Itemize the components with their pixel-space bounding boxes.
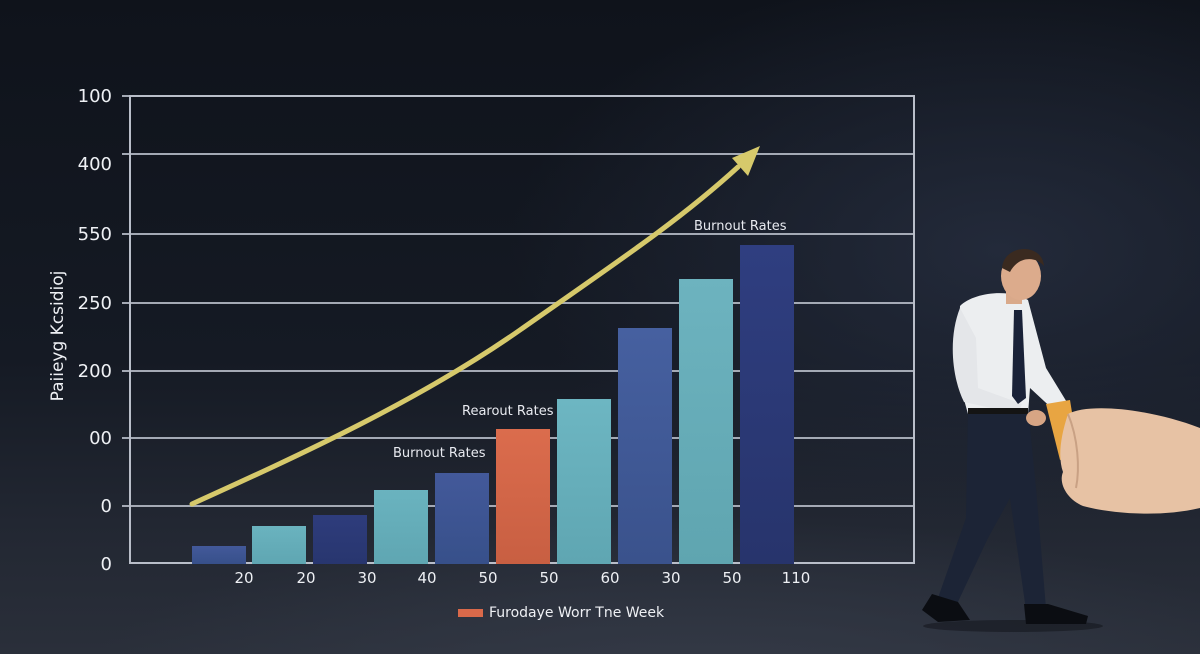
x-tick: 40 — [417, 569, 437, 587]
y-tick: 100 — [77, 86, 112, 107]
gridline — [122, 370, 915, 372]
x-tick: 30 — [357, 569, 377, 587]
gridline — [122, 302, 915, 304]
bar — [313, 515, 367, 564]
legend-swatch — [458, 609, 483, 617]
bar — [252, 526, 306, 564]
x-tick: 50 — [539, 569, 559, 587]
bar — [374, 490, 428, 564]
businessman-illustration — [922, 248, 1200, 632]
y-tick: 0 — [100, 554, 112, 575]
annotation-burnout-rates: Burnout Rates — [393, 446, 486, 461]
bar — [740, 245, 794, 564]
legend: Furodaye Worr Tne Week — [458, 605, 664, 621]
gridline — [122, 153, 915, 155]
x-tick: 20 — [296, 569, 316, 587]
legend-label: Furodaye Worr Tne Week — [489, 605, 665, 621]
bar — [679, 279, 733, 564]
bar-highlight — [496, 429, 550, 564]
y-tick: 00 — [89, 428, 112, 449]
x-tick: 50 — [478, 569, 498, 587]
y-tick: 550 — [77, 224, 112, 245]
bar — [557, 399, 611, 564]
gridline — [122, 233, 915, 235]
y-tick: 250 — [77, 293, 112, 314]
bar — [435, 473, 489, 564]
x-tick: 60 — [600, 569, 620, 587]
y-tick: 0 — [100, 496, 112, 517]
x-tick: 50 — [722, 569, 742, 587]
y-tick: 400 — [77, 154, 112, 175]
annotation-rearout-rates: Rearout Rates — [462, 404, 554, 419]
x-tick: 20 — [234, 569, 254, 587]
x-tick: 30 — [661, 569, 681, 587]
annotation-burnout-rates-top: Burnout Rates — [694, 219, 787, 234]
y-tick: 200 — [77, 361, 112, 382]
bar — [192, 546, 246, 564]
bar — [618, 328, 672, 564]
x-tick: 110 — [781, 569, 811, 587]
